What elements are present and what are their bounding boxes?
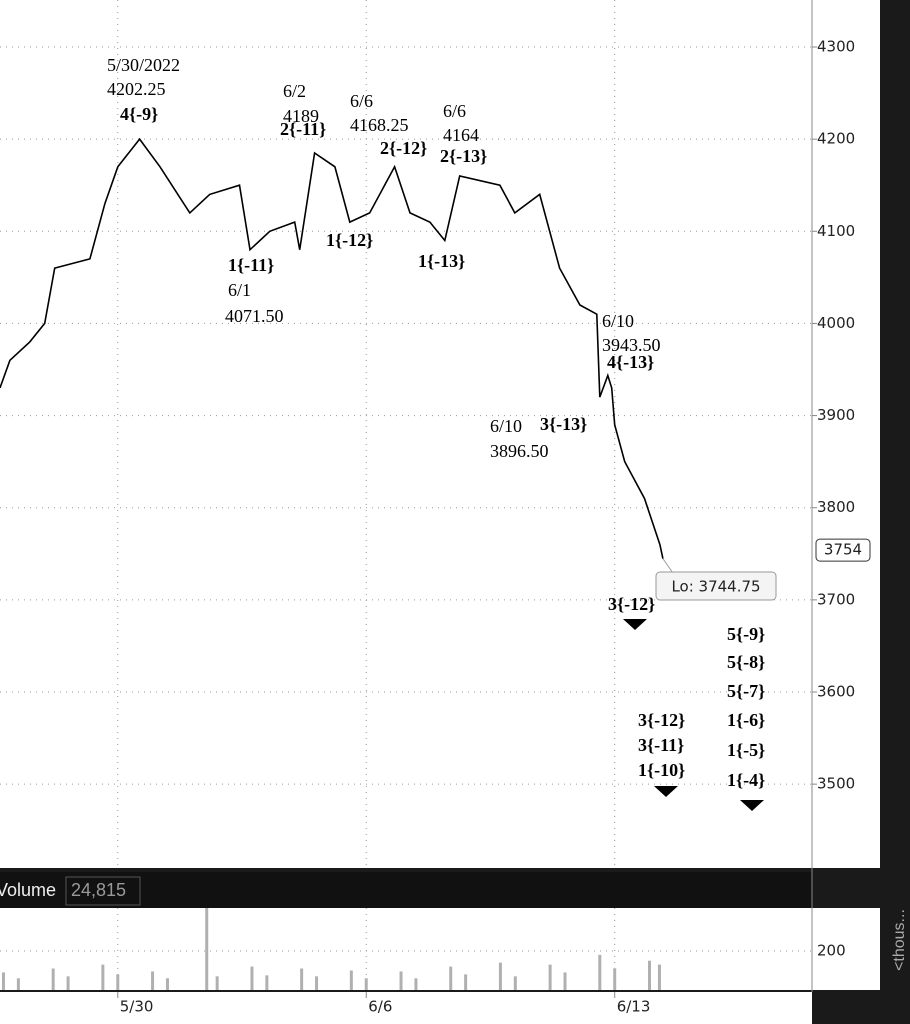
annotation: 1{-13}	[418, 251, 465, 271]
y-tick-label: 3500	[817, 775, 855, 793]
volume-bar	[101, 964, 105, 990]
volume-bar	[399, 971, 403, 990]
volume-bar	[16, 978, 20, 990]
annotation: 6/6	[443, 101, 466, 121]
y-tick-label: 3600	[817, 683, 855, 701]
annotation: 1{-11}	[228, 255, 274, 275]
annotation: 5/30/2022	[107, 55, 180, 75]
volume-bar	[349, 970, 353, 990]
y-tick-label: 4300	[817, 37, 855, 55]
annotation: 4071.50	[225, 306, 284, 326]
x-tick-label: 6/6	[368, 998, 392, 1016]
volume-bar	[265, 975, 269, 990]
annotation: 2{-13}	[440, 146, 487, 166]
annotation: 6/10	[490, 416, 522, 436]
annotation: 4164	[443, 125, 479, 145]
annotation: 4202.25	[107, 79, 166, 99]
volume-bar	[563, 972, 567, 990]
volume-bar	[657, 964, 661, 990]
annotation: 4{-13}	[607, 352, 654, 372]
y-tick-label: 3800	[817, 498, 855, 516]
annotation: 1{-6}	[727, 710, 765, 730]
price-line	[0, 137, 664, 559]
annotation: 5{-9}	[727, 624, 765, 644]
volume-bar	[449, 966, 453, 990]
annotation: 6/10	[602, 311, 634, 331]
volume-unit: <thous...	[891, 909, 908, 971]
y-tick-label: 3700	[817, 590, 855, 608]
annotation: 2{-12}	[380, 138, 427, 158]
marker	[740, 800, 764, 811]
y-tick-label: 3900	[817, 406, 855, 424]
volume-bar	[598, 954, 602, 990]
annotation: 3{-11}	[638, 735, 684, 755]
volume-bar	[300, 968, 304, 990]
annotation: 3{-12}	[638, 710, 685, 730]
volume-bar	[613, 968, 617, 990]
volume-bar	[548, 964, 552, 990]
y-tick-label: 4100	[817, 222, 855, 240]
volume-panel	[0, 908, 812, 990]
annotation: 1{-12}	[326, 230, 373, 250]
last-price: 3754	[824, 541, 862, 559]
volume-bar	[498, 962, 502, 990]
x-tick-label: 6/13	[617, 998, 651, 1016]
annotation: 4189	[283, 106, 319, 126]
volume-header	[0, 872, 812, 908]
price-axis-panel	[812, 0, 880, 868]
annotation: 3896.50	[490, 441, 549, 461]
marker	[654, 786, 678, 797]
volume-bar	[315, 976, 319, 990]
x-tick-label: 5/30	[120, 998, 154, 1016]
volume-bar	[116, 974, 120, 990]
annotation: 4{-9}	[120, 104, 158, 124]
low-label: Lo: 3744.75	[671, 578, 760, 596]
y-tick-label: 4000	[817, 314, 855, 332]
last-price-box	[815, 538, 871, 562]
annotation: 5{-7}	[727, 681, 765, 701]
volume-bar	[364, 978, 368, 990]
volume-axis-panel	[812, 908, 880, 990]
annotation: 4168.25	[350, 115, 409, 135]
volume-bar	[250, 966, 254, 990]
volume-title: Volume	[0, 880, 56, 900]
low-box	[655, 571, 777, 601]
annotation: 5{-8}	[727, 652, 765, 672]
annotation: 6/1	[228, 280, 251, 300]
annotation: 1{-4}	[727, 770, 765, 790]
volume-bar	[205, 908, 209, 990]
volume-bar	[513, 976, 517, 990]
x-axis-panel	[0, 992, 812, 1024]
annotation: 2{-11}	[280, 119, 326, 139]
volume-bar	[151, 971, 155, 990]
volume-bar	[414, 978, 418, 990]
y-tick-label: 200	[817, 941, 846, 959]
annotation: 1{-10}	[638, 760, 685, 780]
volume-value: 24,815	[71, 880, 126, 900]
volume-bar	[648, 960, 652, 990]
annotation: 6/6	[350, 91, 373, 111]
volume-bar	[165, 978, 169, 990]
volume-bar	[51, 968, 55, 990]
marker	[623, 619, 647, 630]
annotation: 3{-12}	[608, 594, 655, 614]
annotation: 1{-5}	[727, 740, 765, 760]
volume-bar	[1, 972, 5, 990]
volume-bar	[464, 974, 468, 990]
y-tick-label: 4200	[817, 130, 855, 148]
annotation: 3{-13}	[540, 414, 587, 434]
volume-value-box	[65, 876, 141, 906]
annotation: 3943.50	[602, 335, 661, 355]
annotation: 6/2	[283, 81, 306, 101]
volume-bar	[66, 976, 70, 990]
low-pointer	[662, 558, 674, 574]
volume-bar	[215, 976, 219, 990]
